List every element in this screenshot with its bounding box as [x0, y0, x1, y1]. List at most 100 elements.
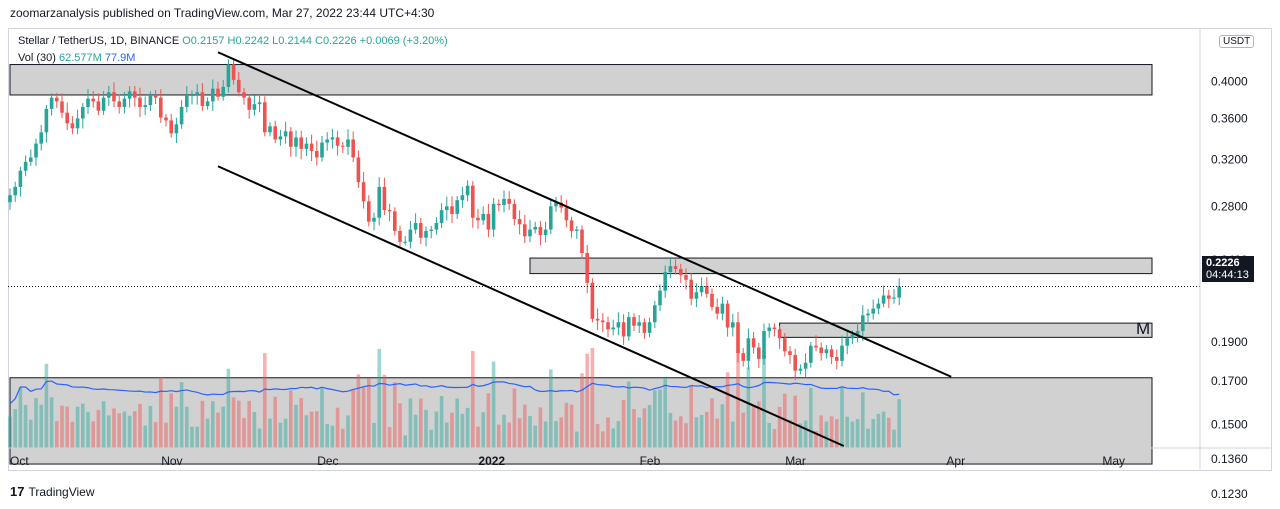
- candle-body: [122, 98, 127, 107]
- candle-body: [237, 79, 241, 93]
- price-tick-label: 0.3600: [1211, 111, 1248, 125]
- volume-bar: [403, 435, 407, 448]
- candle-body: [538, 226, 543, 235]
- candle-body: [143, 105, 147, 107]
- volume-bar: [554, 421, 558, 448]
- candle-body: [653, 305, 657, 323]
- candle-body: [637, 322, 641, 326]
- candle-body: [892, 297, 896, 299]
- candle-body: [39, 132, 43, 144]
- candle-body: [309, 143, 314, 151]
- candle-body: [767, 327, 771, 332]
- volume-bar: [668, 413, 673, 448]
- volume-bar: [81, 403, 85, 448]
- volume-bar: [663, 378, 667, 448]
- volume-bar: [580, 373, 584, 448]
- volume-bar: [699, 415, 704, 448]
- volume-bar: [850, 421, 855, 448]
- volume-bar: [876, 413, 881, 448]
- volume-bars: [8, 348, 901, 448]
- candle-body: [403, 241, 407, 243]
- candle-body: [809, 345, 813, 363]
- ohlc-change: +0.0069 (+3.20%): [359, 35, 448, 47]
- candle-body: [668, 266, 673, 273]
- volume-bar: [621, 400, 626, 448]
- volume-bar: [143, 425, 147, 448]
- candle-body: [798, 368, 803, 371]
- candle-body: [783, 338, 787, 352]
- volume-bar: [70, 421, 75, 448]
- candle-body: [112, 92, 116, 102]
- volume-bar: [689, 386, 693, 448]
- time-tick-label: Dec: [317, 454, 338, 468]
- currency-unit-badge[interactable]: USDT: [1219, 35, 1255, 48]
- candle-body: [23, 161, 28, 171]
- volume-bar: [55, 421, 59, 448]
- candle-body: [174, 124, 179, 134]
- candle-body: [554, 202, 558, 207]
- volume-bar: [803, 420, 808, 448]
- time-axis: Oct Nov Dec 2022 Feb Mar Apr May: [10, 454, 1125, 468]
- volume-bar: [382, 374, 387, 448]
- candle-body: [49, 97, 54, 109]
- volume-bar: [684, 423, 688, 448]
- time-tick-label: 2022: [478, 454, 505, 468]
- volume-bar: [351, 388, 355, 448]
- price-tick-label: 0.1900: [1211, 335, 1248, 349]
- price-tick-label: 0.4000: [1211, 75, 1248, 89]
- candle-body: [429, 229, 433, 231]
- candle-body: [762, 331, 766, 359]
- candle-body: [512, 203, 517, 220]
- candle-body: [658, 290, 662, 306]
- candle-body: [408, 229, 413, 242]
- footer-brand: TradingView: [28, 485, 95, 499]
- volume-bar: [523, 404, 527, 448]
- candle-body: [325, 139, 329, 143]
- volume-bar: [835, 419, 839, 448]
- volume-bar: [439, 396, 444, 448]
- candle-body: [34, 143, 38, 158]
- candle-body: [611, 327, 615, 330]
- volume-bar: [569, 404, 574, 448]
- volume-bar: [101, 401, 106, 448]
- current-price-label: 0.2226 04:44:13: [1202, 256, 1254, 282]
- candle-body: [304, 143, 309, 149]
- volume-value: 62.577M: [58, 52, 102, 64]
- candle-body: [845, 338, 849, 346]
- volume-bar: [304, 415, 309, 448]
- tradingview-footer[interactable]: 17 TradingView: [10, 484, 95, 499]
- candle-body: [528, 229, 532, 237]
- candle-body: [211, 88, 215, 102]
- volume-legend: Vol (30) 62.577M 77.9M: [18, 52, 135, 64]
- volume-bar: [595, 424, 600, 448]
- volume-bar: [252, 412, 257, 448]
- volume-bar: [491, 361, 496, 448]
- price-zone: [9, 64, 1153, 96]
- volume-bar: [247, 400, 251, 448]
- volume-bar: [138, 403, 142, 448]
- volume-bar: [601, 431, 605, 448]
- volume-bar: [179, 382, 184, 448]
- volume-bar: [731, 421, 735, 448]
- volume-bar: [96, 409, 101, 448]
- volume-bar: [29, 419, 33, 448]
- volume-bar: [866, 428, 870, 448]
- candle-body: [835, 356, 839, 361]
- volume-bar: [460, 413, 465, 448]
- bar-countdown: 04:44:13: [1206, 269, 1249, 281]
- volume-bar: [481, 412, 485, 448]
- volume-bar: [413, 414, 418, 448]
- volume-bar: [533, 425, 537, 448]
- candle-body: [814, 345, 818, 348]
- volume-bar: [86, 411, 90, 448]
- volume-bar: [153, 422, 158, 448]
- publisher-line: zoomarzanalysis published on TradingView…: [10, 6, 435, 20]
- volume-bar: [39, 404, 43, 448]
- candle-body: [65, 112, 69, 124]
- candle-body: [751, 338, 756, 348]
- candle-body: [356, 157, 361, 183]
- volume-bar: [840, 387, 844, 448]
- candle-body: [793, 355, 797, 371]
- candle-body: [580, 229, 584, 254]
